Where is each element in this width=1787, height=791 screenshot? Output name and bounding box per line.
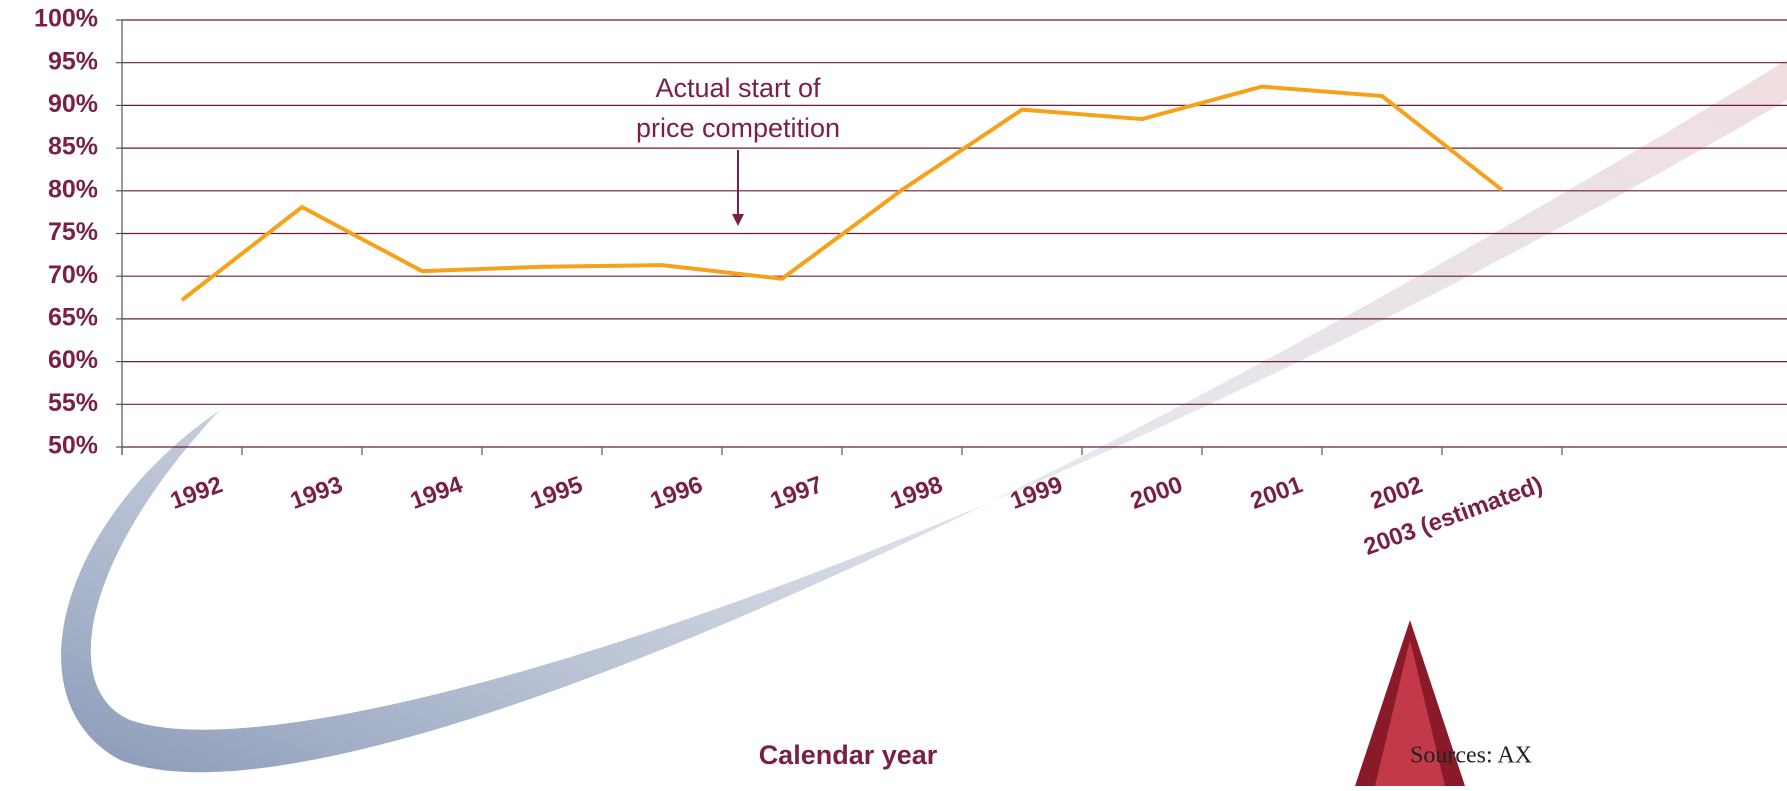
x-tick-label: 1993 bbox=[287, 471, 346, 515]
y-tick-label: 100% bbox=[34, 5, 98, 33]
x-tick-label: 1998 bbox=[887, 471, 946, 515]
x-tick-label: 1992 bbox=[167, 471, 226, 515]
x-tick-label: 1994 bbox=[407, 471, 467, 515]
x-tick-label: 1996 bbox=[647, 471, 706, 515]
background-swoosh bbox=[61, 60, 1787, 773]
annotation-arrow bbox=[732, 150, 744, 226]
x-tick-label: 2000 bbox=[1127, 471, 1186, 515]
x-tick-label: 1997 bbox=[767, 471, 826, 515]
annotation-line: Actual start of bbox=[655, 73, 821, 103]
x-axis-title: Calendar year bbox=[759, 740, 938, 770]
annotation-line: price competition bbox=[636, 113, 840, 143]
y-tick-label: 85% bbox=[48, 133, 98, 161]
x-tick-label: 2001 bbox=[1247, 471, 1306, 515]
y-tick-label: 95% bbox=[48, 47, 98, 75]
y-tick-label: 70% bbox=[48, 261, 98, 289]
y-tick-label: 50% bbox=[48, 432, 98, 460]
y-tick-label: 80% bbox=[48, 175, 98, 203]
data-line bbox=[180, 84, 1504, 302]
y-tick-label: 90% bbox=[48, 90, 98, 118]
y-tick-label: 75% bbox=[48, 218, 98, 246]
y-tick-label: 60% bbox=[48, 346, 98, 374]
y-tick-label: 55% bbox=[48, 389, 98, 417]
logo bbox=[1355, 620, 1465, 786]
x-tick-label: 2002 bbox=[1367, 471, 1426, 515]
x-tick-label: 1999 bbox=[1007, 471, 1066, 515]
x-tick-label: 1995 bbox=[527, 471, 586, 515]
y-tick-label: 65% bbox=[48, 304, 98, 332]
source-note: Sources: AX bbox=[1410, 743, 1532, 769]
